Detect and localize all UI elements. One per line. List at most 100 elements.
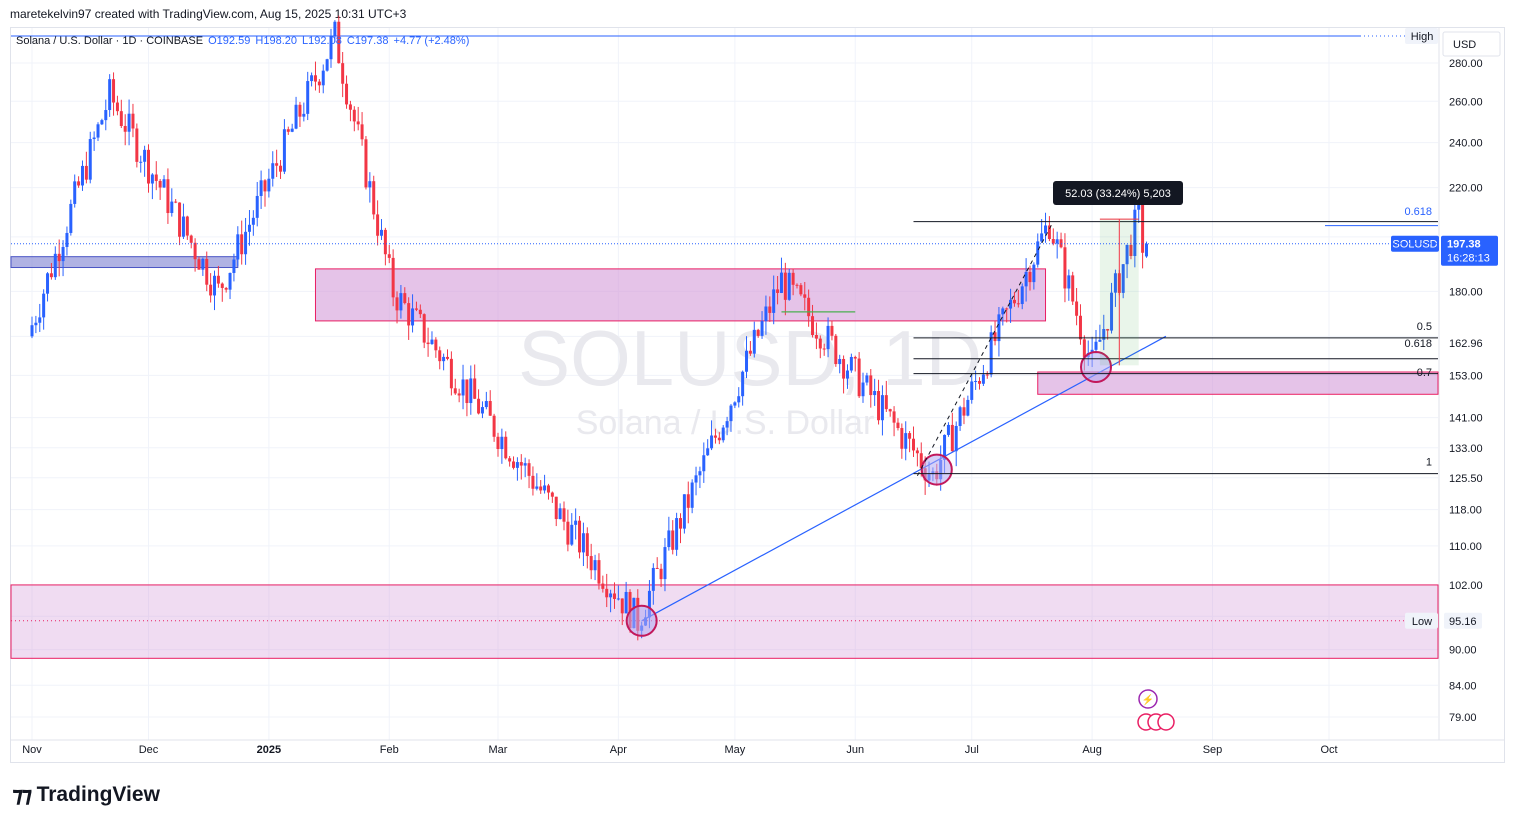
candle [1110,282,1114,334]
high-value: H198.20 [255,35,297,47]
candle [818,335,822,359]
time-axis-label: Feb [380,744,399,756]
candle-body [554,496,558,520]
candle-body [605,588,609,598]
candle [290,123,294,133]
candle [915,447,919,467]
candle-body [1032,264,1036,283]
candle [539,480,543,494]
candle-body [73,181,77,204]
candle [877,379,881,425]
price-tag-bg [1441,235,1498,266]
candle-body [915,450,919,454]
candle [593,554,597,581]
candle-body [286,129,290,132]
candle-body [236,234,240,260]
candle [690,479,694,514]
candle [403,287,407,305]
candle [721,424,725,443]
candle [321,64,325,94]
candle [500,428,504,464]
candle-body [325,59,329,71]
candle-body [484,401,488,408]
price-tag-value: 197.38 [1447,239,1481,251]
time-axis-label: Dec [139,744,159,756]
candle [873,378,877,406]
lightning-glyph: ⚡ [1142,693,1154,706]
candle-body [725,421,729,428]
candle-body [383,229,387,255]
candle-body [496,436,500,450]
candle [546,483,550,500]
candle [387,244,391,264]
symbol-legend[interactable]: Solana / U.S. Dollar · 1D · COINBASE O19… [16,35,469,47]
candle [255,181,259,227]
candle [92,131,96,151]
tradingview-logo[interactable]: ⁊⁊ TradingView [12,782,160,808]
candle-body [1001,308,1005,315]
candle-body [65,232,69,247]
candle-body [96,124,100,138]
candle [799,283,803,297]
candle-body [702,455,706,472]
price-axis-label: 118.00 [1449,505,1482,517]
candle [313,61,317,91]
candle-body [585,533,589,557]
price-axis-label: 260.00 [1449,96,1483,108]
candle [787,268,791,301]
time-axis-label: Jun [846,744,864,756]
candle [543,474,547,494]
candle-body [418,309,422,315]
candle-body [698,471,702,476]
low-value: 95.16 [1449,616,1477,628]
candle [115,95,119,116]
candle [84,151,88,184]
candle [589,543,593,580]
candle [581,522,585,567]
candle [834,333,838,367]
candle [484,391,488,410]
candle-body [943,434,947,460]
candle [123,114,127,146]
candle-body [77,181,81,186]
candle-body [647,590,651,618]
candle [372,175,376,220]
candle-body [543,485,547,491]
price-axis: 280.00 260.00 240.00 220.00 180.00 162.96 153.… [1391,28,1504,740]
candle [430,331,434,345]
watermark-ticker: SOLUSD, 1D [518,314,982,402]
candle [950,412,954,452]
candle [861,372,865,403]
candle-body [123,125,127,132]
candle [329,28,333,68]
candle [302,102,306,122]
candle [655,557,659,570]
candle-body [298,104,302,117]
candle-body [275,163,279,166]
candle [492,413,496,442]
fib-label: 0.618 [1404,338,1432,350]
candle-body [469,378,473,404]
candle-body [546,485,550,493]
candle-body [690,482,694,508]
candle [1075,288,1079,326]
time-axis-label: Aug [1082,744,1102,756]
candle-body [884,395,888,410]
measure-label-text: 52.03 (33.24%) 5,203 [1065,188,1171,200]
candle [181,203,185,239]
candle-body [776,289,780,293]
candle [531,466,535,496]
candle [143,145,147,177]
supply-zone [314,268,1047,322]
candle-body [958,407,962,426]
candle-body [904,433,908,449]
candle [391,249,395,307]
candle-body [317,81,321,86]
candle [570,513,574,546]
candle-body [92,137,96,140]
candle-body [313,75,317,82]
candle [395,291,399,324]
candle [752,321,756,358]
candle [263,179,267,207]
